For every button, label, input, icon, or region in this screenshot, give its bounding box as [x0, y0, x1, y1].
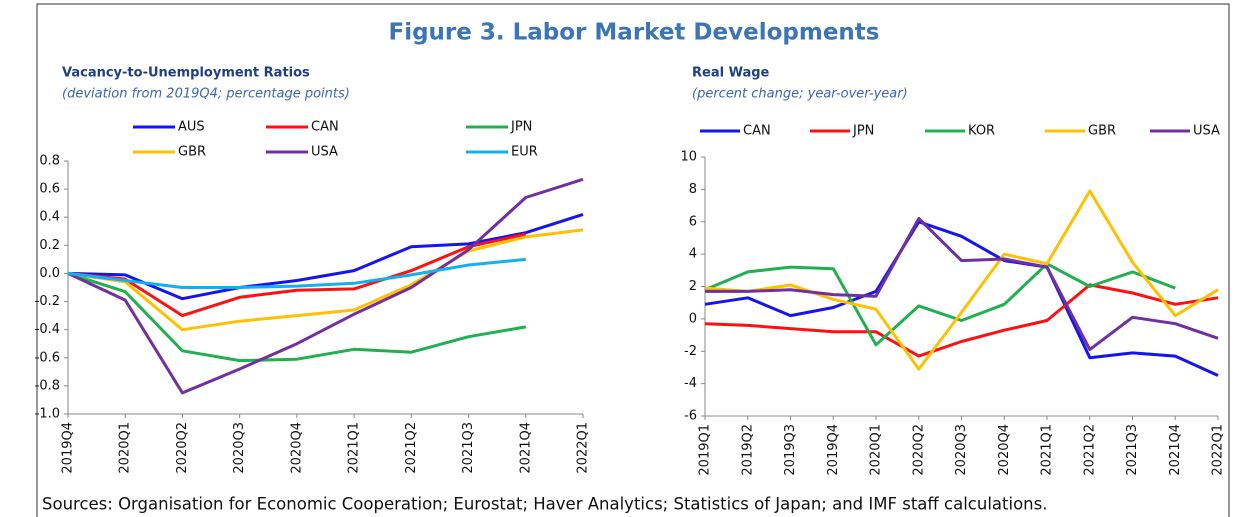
x-tick-label: 2020Q1 [869, 424, 884, 476]
y-tick-label: 6 [689, 214, 697, 229]
x-tick-label: 2022Q1 [576, 422, 591, 474]
x-tick-label: 2020Q1 [118, 422, 133, 474]
x-tick-label: 2021Q3 [1125, 424, 1140, 476]
y-tick-label: 0 [689, 311, 697, 326]
x-tick-label: 2020Q4 [997, 424, 1012, 476]
x-tick-label: 2019Q4 [61, 422, 76, 474]
x-tick-label: 2021Q1 [1040, 424, 1055, 476]
x-tick-label: 2021Q1 [347, 422, 362, 474]
legend-label: GBR [178, 145, 206, 160]
x-tick-label: 2020Q3 [232, 422, 247, 474]
y-tick-label: 0.0 [39, 266, 60, 281]
series-line [67, 271, 527, 363]
legend-label: CAN [743, 124, 771, 139]
y-tick-label: -1.0 [35, 407, 60, 422]
series-line [704, 220, 1219, 377]
x-tick-label: 2020Q2 [911, 424, 926, 476]
legend-label: JPN [510, 120, 532, 135]
x-tick-label: 2019Q4 [826, 424, 841, 476]
series-line [67, 232, 527, 318]
x-tick-label: 2019Q2 [740, 424, 755, 476]
y-tick-label: 10 [680, 150, 697, 165]
x-tick-label: 2021Q3 [461, 422, 476, 474]
panel-title: Vacancy-to-Unemployment Ratios [62, 66, 310, 81]
figure-title: Figure 3. Labor Market Developments [388, 20, 879, 46]
legend-label: USA [311, 145, 338, 160]
x-tick-label: 2020Q4 [289, 422, 304, 474]
source-note: Sources: Organisation for Economic Coope… [42, 495, 1047, 514]
y-tick-label: -0.4 [35, 322, 60, 337]
y-tick-label: 0.8 [39, 154, 60, 169]
series-line [67, 257, 526, 289]
legend-label: AUS [178, 120, 205, 135]
y-tick-label: -4 [684, 376, 697, 391]
x-tick-label: 2021Q4 [1168, 424, 1183, 476]
legend-label: KOR [968, 124, 995, 139]
x-tick-label: 2022Q1 [1211, 424, 1226, 476]
y-tick-label: 0.6 [39, 182, 60, 197]
x-tick-label: 2020Q3 [954, 424, 969, 476]
x-tick-label: 2019Q3 [783, 424, 798, 476]
x-tick-label: 2021Q4 [518, 422, 533, 474]
x-tick-label: 2019Q1 [698, 424, 713, 476]
y-tick-label: 0.2 [39, 238, 60, 253]
y-tick-label: -0.6 [35, 350, 60, 365]
x-tick-label: 2021Q2 [1082, 424, 1097, 476]
x-tick-label: 2021Q2 [404, 422, 419, 474]
panel-subtitle: (deviation from 2019Q4; percentage point… [62, 87, 350, 102]
legend-label: EUR [511, 145, 538, 160]
legend-label: GBR [1088, 124, 1116, 139]
series-line [67, 228, 584, 332]
y-tick-label: -0.8 [35, 378, 60, 393]
series-line [704, 283, 1219, 358]
frame [36, 3, 1230, 517]
y-tick-label: 0.4 [39, 210, 60, 225]
legend-label: USA [1193, 124, 1220, 139]
y-tick-label: -0.2 [35, 294, 60, 309]
series-line [67, 212, 584, 301]
series-line [704, 262, 1176, 347]
y-tick-label: 8 [689, 182, 697, 197]
panel-title: Real Wage [692, 66, 770, 81]
y-tick-label: 4 [689, 247, 697, 262]
x-tick-label: 2020Q2 [175, 422, 190, 474]
y-tick-label: 2 [689, 279, 697, 294]
y-tick-label: -6 [684, 409, 697, 424]
series-line [704, 189, 1219, 371]
y-tick-label: -2 [684, 344, 697, 359]
series-line [705, 217, 1219, 352]
legend-label: JPN [852, 124, 874, 139]
panel-subtitle: (percent change; year-over-year) [692, 87, 908, 102]
legend-label: CAN [311, 120, 339, 135]
series-line [67, 177, 584, 395]
